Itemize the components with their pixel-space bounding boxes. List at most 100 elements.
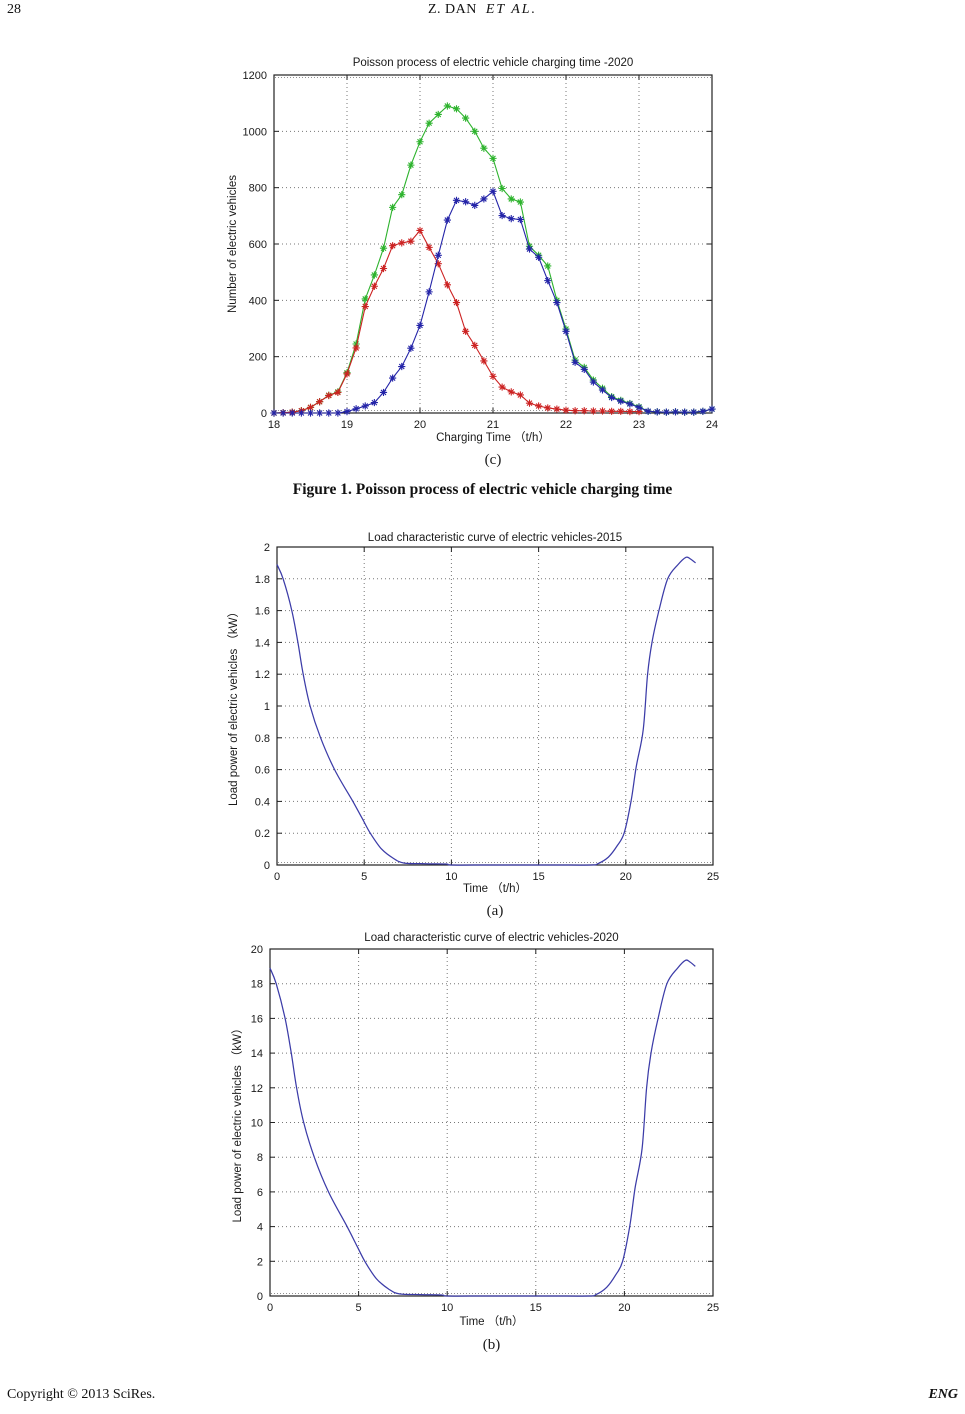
- marker-asterisk: [434, 260, 442, 268]
- series-first-peak-red: [273, 229, 639, 414]
- y-tick-label: 1000: [243, 126, 267, 138]
- marker-asterisk: [379, 244, 388, 252]
- x-tick-label: 0: [274, 871, 280, 883]
- marker-asterisk: [489, 154, 497, 162]
- x-tick-label: 24: [706, 419, 718, 431]
- marker-asterisk: [407, 237, 415, 245]
- marker-asterisk: [443, 216, 451, 224]
- marker-asterisk: [635, 403, 643, 411]
- marker-asterisk: [462, 327, 470, 335]
- series-load-power-2015: [276, 556, 696, 866]
- y-tick-label: 0.4: [255, 796, 270, 808]
- x-tick-label: 20: [620, 871, 632, 883]
- marker-asterisk: [443, 102, 451, 110]
- marker-asterisk: [425, 119, 433, 127]
- marker-asterisk: [389, 242, 397, 250]
- marker-asterisk: [370, 398, 378, 407]
- marker-asterisk: [516, 215, 524, 224]
- marker-asterisk: [516, 391, 524, 399]
- marker-asterisk: [471, 201, 479, 210]
- marker-asterisk: [425, 288, 433, 296]
- y-tick-label: 1.8: [255, 574, 270, 586]
- marker-asterisk: [699, 407, 707, 415]
- marker-asterisk: [425, 243, 433, 251]
- y-tick-label: 0: [261, 408, 267, 420]
- x-tick-label: 25: [707, 871, 719, 883]
- marker-asterisk: [480, 195, 488, 203]
- marker-asterisk: [452, 105, 461, 113]
- y-tick-label: 2: [264, 542, 270, 554]
- y-tick-label: 6: [257, 1187, 263, 1199]
- x-axis-label: Time （t/h）: [463, 882, 527, 895]
- page-number: 28: [7, 2, 21, 17]
- y-tick-label: 16: [251, 1013, 263, 1025]
- marker-asterisk: [270, 409, 278, 417]
- page-footer: Copyright © 2013 SciRes. ENG: [0, 1387, 965, 1407]
- marker-asterisk: [626, 400, 634, 408]
- marker-asterisk: [379, 388, 388, 397]
- marker-asterisk: [662, 408, 670, 416]
- marker-asterisk: [389, 203, 397, 211]
- marker-asterisk: [316, 409, 324, 417]
- marker-asterisk: [370, 282, 378, 290]
- y-tick-label: 0: [264, 860, 270, 872]
- marker-asterisk: [343, 370, 351, 378]
- plot-border: [273, 74, 713, 414]
- marker-asterisk: [452, 196, 461, 204]
- marker-asterisk: [516, 198, 524, 206]
- marker-asterisk: [443, 281, 451, 289]
- y-tick-label: 600: [249, 239, 267, 251]
- x-tick-label: 5: [361, 871, 367, 883]
- chart-title: Poisson process of electric vehicle char…: [353, 57, 634, 69]
- marker-asterisk: [507, 388, 515, 396]
- chart-title: Load characteristic curve of electric ve…: [368, 532, 622, 544]
- chart-poisson-2020-svg: 18 19 20 21 22 23 24 0 200 400 600 800 1000 1200 Poiss…: [227, 57, 718, 468]
- marker-asterisk: [416, 321, 424, 330]
- marker-asterisk: [571, 358, 579, 366]
- marker-asterisk: [544, 262, 552, 270]
- running-head-etal: ET AL.: [485, 2, 538, 17]
- marker-asterisk: [562, 327, 570, 335]
- marker-asterisk: [279, 409, 287, 417]
- marker-asterisk: [589, 407, 597, 415]
- marker-asterisk: [379, 264, 388, 273]
- x-tick-label: 10: [441, 1302, 453, 1314]
- marker-asterisk: [361, 295, 369, 303]
- marker-asterisk: [608, 393, 616, 402]
- chart-load-2020: 0 5 10 15 20 25 0 2 4 6 8 10 12 14 16 18 20 Load characte…: [210, 925, 730, 1365]
- marker-asterisk: [306, 409, 315, 417]
- marker-asterisk: [498, 383, 506, 391]
- figure1-caption: Figure 1. Poisson process of electric ve…: [292, 481, 673, 498]
- x-tick-label: 25: [707, 1302, 719, 1314]
- marker-asterisk: [452, 298, 461, 307]
- y-tick-label: 200: [249, 352, 267, 364]
- marker-asterisk: [352, 340, 360, 348]
- marker-asterisk: [525, 399, 534, 407]
- marker-asterisk: [416, 138, 424, 146]
- x-tick-label: 20: [414, 419, 426, 431]
- marker-asterisk: [370, 271, 378, 279]
- marker-asterisk: [635, 407, 643, 416]
- y-axis-label: Load power of electric vehicles （kW）: [227, 606, 240, 806]
- marker-asterisk: [571, 407, 579, 415]
- marker-asterisk: [553, 298, 561, 307]
- marker-asterisk: [352, 344, 360, 352]
- y-tick-label: 1.4: [255, 637, 270, 649]
- y-tick-label: 800: [249, 183, 267, 195]
- marker-asterisk: [361, 302, 369, 311]
- y-tick-label: 1: [264, 701, 270, 713]
- running-head: Z. DAN ET AL.: [0, 2, 965, 18]
- x-tick-label: 5: [356, 1302, 362, 1314]
- y-tick-label: 0: [257, 1291, 263, 1303]
- marker-asterisk: [580, 407, 588, 415]
- y-tick-label: 12: [251, 1083, 263, 1095]
- marker-asterisk: [507, 195, 515, 203]
- marker-asterisk: [489, 187, 497, 195]
- marker-asterisk: [407, 344, 415, 352]
- chart-load-2020-svg: 0 5 10 15 20 25 0 2 4 6 8 10 12 14 16 18 20 Load characte…: [231, 932, 719, 1353]
- y-axis-label: Number of electric vehicles: [227, 175, 239, 313]
- marker-asterisk: [407, 161, 415, 169]
- marker-asterisk: [398, 239, 406, 247]
- marker-asterisk: [544, 404, 552, 412]
